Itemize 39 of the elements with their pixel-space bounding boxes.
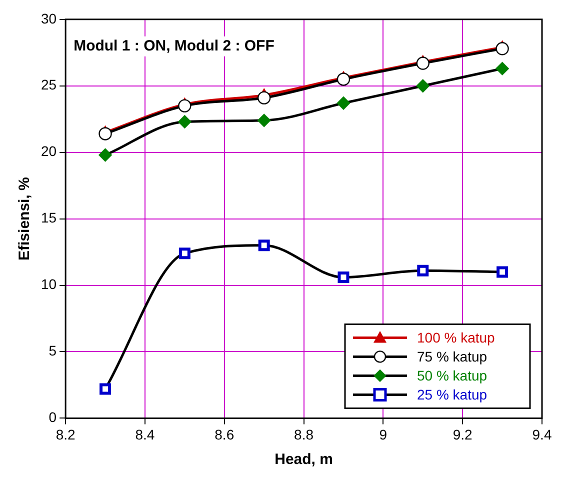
point bbox=[257, 91, 271, 104]
y-tick-label: 20 bbox=[40, 143, 57, 160]
point bbox=[496, 266, 508, 278]
x-tick-label: 8.6 bbox=[214, 426, 234, 442]
x-tick-label: 9 bbox=[379, 426, 388, 442]
point bbox=[100, 383, 112, 395]
y-tick-label: 10 bbox=[40, 276, 57, 292]
point bbox=[416, 79, 430, 92]
legend-label: 75 % katup bbox=[417, 348, 488, 365]
point bbox=[336, 96, 350, 110]
y-tick-label: 5 bbox=[48, 342, 57, 359]
point bbox=[416, 56, 430, 70]
point bbox=[178, 99, 192, 112]
point bbox=[178, 115, 192, 128]
y-tick-label: 0 bbox=[48, 409, 57, 426]
legend-label: 100 % katup bbox=[417, 330, 496, 346]
point bbox=[496, 42, 509, 56]
point bbox=[258, 240, 270, 252]
point bbox=[417, 264, 429, 276]
x-tick-label: 9.2 bbox=[452, 426, 473, 442]
x-tick-label: 9.4 bbox=[532, 426, 552, 442]
x-tick-label: 8.8 bbox=[294, 426, 314, 442]
y-tick-label: 15 bbox=[40, 210, 57, 226]
point bbox=[336, 72, 350, 86]
legend-label: 50 % katup bbox=[417, 368, 488, 384]
annotation: Modul 1 : ON, Modul 2 : OFF bbox=[74, 38, 274, 55]
point bbox=[178, 248, 190, 260]
legend-label: 25 % katup bbox=[417, 386, 488, 403]
y-tick-label: 25 bbox=[40, 76, 57, 93]
x-axis-title: Head, m bbox=[274, 451, 333, 468]
x-tick-label: 8.4 bbox=[135, 426, 155, 442]
point bbox=[98, 148, 112, 162]
point bbox=[98, 127, 112, 140]
y-axis-title: Efisiensi, % bbox=[16, 177, 34, 260]
point bbox=[496, 62, 509, 76]
x-tick-label: 8.2 bbox=[56, 426, 76, 442]
point bbox=[257, 114, 271, 128]
point bbox=[338, 272, 350, 284]
y-tick-label: 30 bbox=[40, 10, 57, 26]
